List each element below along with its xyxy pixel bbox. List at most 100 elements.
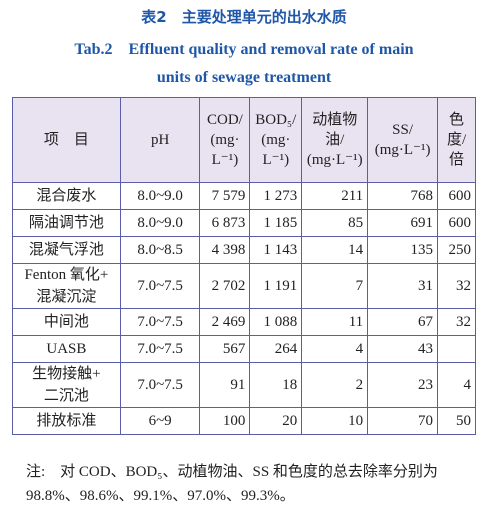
empty-cell <box>437 335 476 363</box>
cell-line: 7.0~7.5 <box>137 377 183 393</box>
cell: 1 088 <box>249 308 303 336</box>
cell-line: 91 <box>230 377 246 393</box>
cell-line: 排放标准 <box>36 413 97 429</box>
row: 混凝气浮池 8.0~8.5 4 398 1 143 14 135 250 <box>12 236 476 264</box>
cell: 43 <box>367 335 439 363</box>
cell: 7 <box>301 263 369 309</box>
cell: 中间池 <box>12 308 121 336</box>
cell-line: 7 <box>355 278 364 294</box>
cell: 91 <box>199 362 251 408</box>
title-en-line: Tab.2 Effluent quality and removal rate … <box>74 41 414 58</box>
cell: 250 <box>437 236 476 264</box>
cell-line: 油/ <box>325 132 345 148</box>
cell-line: 8.0~8.5 <box>137 242 183 258</box>
cell-line: 生物接触+ <box>32 366 101 382</box>
cell-line: 6~9 <box>148 413 172 429</box>
cell-line: 4 <box>355 341 364 357</box>
cell: 264 <box>249 335 303 363</box>
cell-line: 项 目 <box>43 132 89 148</box>
cell-line: COD/ <box>206 112 243 128</box>
cell-line: 2 469 <box>211 314 246 330</box>
cell-line: 1 088 <box>263 314 298 330</box>
row: 中间池 7.0~7.5 2 469 1 088 11 67 32 <box>12 308 476 336</box>
cell-line: 1 191 <box>263 278 298 294</box>
cell: 生物接触+ 二沉池 <box>12 362 121 408</box>
cell-line: 32 <box>456 278 471 294</box>
header-cell: 项 目 <box>12 97 121 183</box>
cell-line: L⁻¹) <box>262 152 290 168</box>
cell-line: (mg·L⁻¹) <box>306 152 363 168</box>
cell: 100 <box>199 407 251 435</box>
cell-line: 67 <box>418 314 434 330</box>
cell-line: 23 <box>418 377 434 393</box>
row: 排放标准 6~9 100 20 10 70 50 <box>12 407 476 435</box>
cell: 4 <box>301 335 369 363</box>
cell: 隔油调节池 <box>12 209 121 237</box>
cell: 567 <box>199 335 251 363</box>
cell: 7.0~7.5 <box>119 263 201 309</box>
cell-line: 中间池 <box>43 314 89 330</box>
cell: 18 <box>249 362 303 408</box>
row: Fenton 氧化+ 混凝沉淀 7.0~7.5 2 702 1 191 7 31 32 <box>12 263 476 309</box>
cell-line: 135 <box>410 242 434 258</box>
cell: 10 <box>301 407 369 435</box>
cell-line: 1 273 <box>263 188 298 204</box>
cell: 混凝气浮池 <box>12 236 121 264</box>
cell: 6~9 <box>119 407 201 435</box>
cell: 2 <box>301 362 369 408</box>
cell-line: 混凝气浮池 <box>28 242 104 258</box>
cell: 23 <box>367 362 439 408</box>
cell: 32 <box>437 308 476 336</box>
cell-line: pH <box>150 132 170 148</box>
cell-line: 20 <box>282 413 298 429</box>
cell-line: (mg· <box>210 132 240 148</box>
cell: 85 <box>301 209 369 237</box>
cell: 排放标准 <box>12 407 121 435</box>
cell-line: 567 <box>222 341 246 357</box>
note: 注: 对 COD、BOD₅、动植物油、SS 和色度的总去除率分别为 98.8%、… <box>26 464 438 504</box>
cell: 7 579 <box>199 182 251 210</box>
cell-line: 691 <box>410 215 434 231</box>
cell: 1 273 <box>249 182 303 210</box>
cell-line: 11 <box>348 314 364 330</box>
cell-line: (mg· <box>261 132 291 148</box>
cell: 8.0~8.5 <box>119 236 201 264</box>
row: 混合废水 8.0~9.0 7 579 1 273 211 768 600 <box>12 182 476 210</box>
cell: 4 398 <box>199 236 251 264</box>
cell-line: 250 <box>448 242 472 258</box>
cell: 8.0~9.0 <box>119 209 201 237</box>
cell-line: 度/ <box>446 132 467 148</box>
cell-line: 43 <box>418 341 434 357</box>
cell-line: 85 <box>348 215 364 231</box>
cell-line: 4 <box>463 377 472 393</box>
header-cell: pH <box>119 97 201 183</box>
cell: 135 <box>367 236 439 264</box>
cell-line: 7 579 <box>211 188 246 204</box>
cell: 31 <box>367 263 439 309</box>
cell-line: 50 <box>456 413 471 429</box>
cell-line: Fenton 氧化+ <box>24 267 109 283</box>
cell-line: 10 <box>348 413 364 429</box>
cell-line: 倍 <box>449 152 465 168</box>
cell-line: 隔油调节池 <box>28 215 104 231</box>
cell-line: L⁻¹) <box>211 152 239 168</box>
cell: 600 <box>437 209 476 237</box>
cell: 1 191 <box>249 263 303 309</box>
cell-line: 动植物 <box>312 112 358 128</box>
cell-line: 7.0~7.5 <box>137 341 183 357</box>
cell: 7.0~7.5 <box>119 335 201 363</box>
cell: 691 <box>367 209 439 237</box>
cell: 20 <box>249 407 303 435</box>
header-cell: BOD₅/ (mg· L⁻¹) <box>249 97 303 183</box>
title-en: Tab.2 Effluent quality and removal rate … <box>0 36 488 92</box>
title-cn: 表2 主要处理单元的出水水质 <box>141 8 347 26</box>
cell: 2 702 <box>199 263 251 309</box>
cell-line: 70 <box>418 413 434 429</box>
header-cell: SS/ (mg·L⁻¹) <box>367 97 439 183</box>
cell: 600 <box>437 182 476 210</box>
header-row: 项 目 pH COD/(mg· L⁻¹) BOD₅/(mg· L⁻¹) 动植物 油/(mg·L… <box>12 97 476 183</box>
row: 生物接触+ 二沉池 7.0~7.5 91 18 2 23 4 <box>12 362 476 408</box>
cell-line: 32 <box>456 314 471 330</box>
title-en-line: units of sewage treatment <box>156 69 332 86</box>
cell: 8.0~9.0 <box>119 182 201 210</box>
